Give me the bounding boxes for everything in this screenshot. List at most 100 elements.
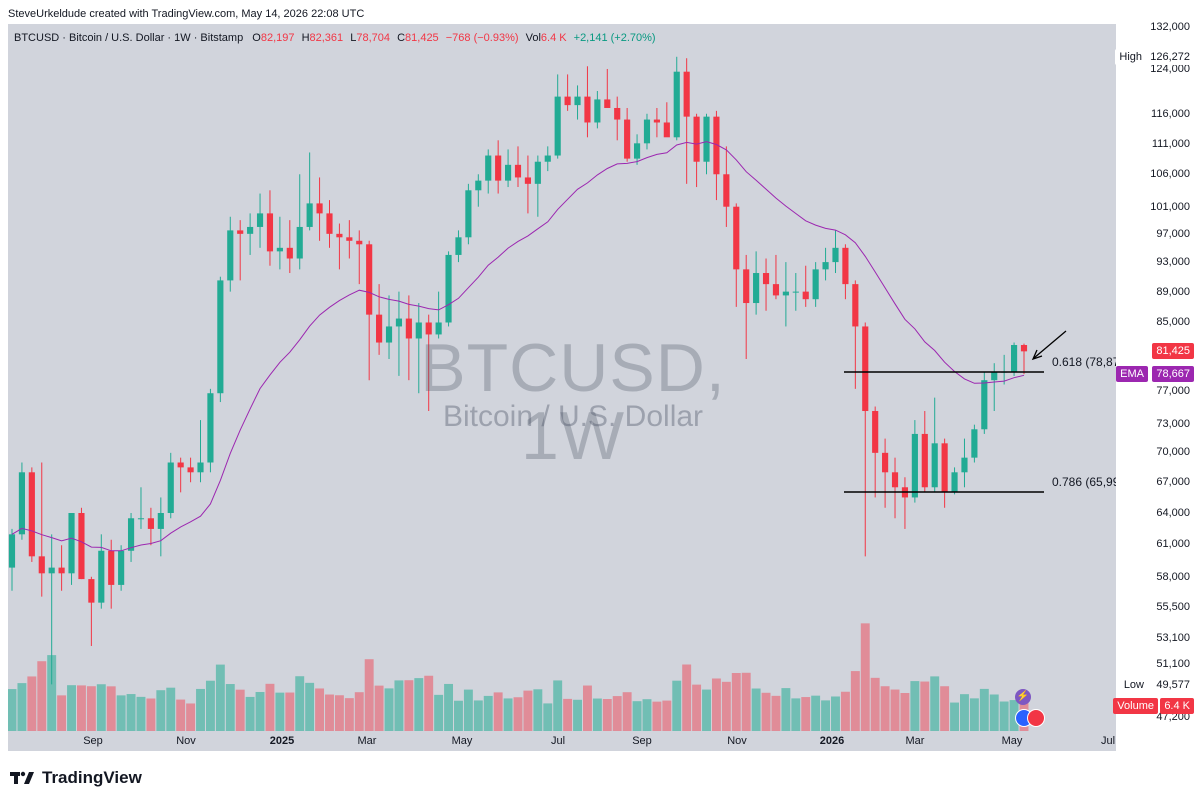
- tradingview-logo: TradingView: [10, 768, 142, 788]
- volume-bar: [225, 684, 235, 731]
- volume-bar: [186, 703, 196, 731]
- price-tick: 47,200: [1156, 711, 1190, 723]
- volume-bar: [136, 696, 146, 731]
- volume-bar: [483, 695, 493, 731]
- close-value: 81,425: [405, 32, 439, 44]
- volume-bar: [721, 681, 731, 731]
- price-tick: 106,000: [1150, 168, 1190, 180]
- candle-body: [703, 116, 710, 162]
- time-tick: 2026: [819, 735, 845, 747]
- volume-bar: [969, 698, 979, 731]
- candle-body: [276, 247, 283, 252]
- volume-bar: [334, 695, 344, 731]
- candle-body: [425, 322, 432, 335]
- time-tick: May: [451, 735, 473, 747]
- time-tick: Nov: [176, 735, 196, 747]
- close-label: C: [397, 32, 406, 44]
- candle-body: [8, 534, 16, 568]
- candle-body: [306, 203, 313, 227]
- candle-body: [633, 143, 641, 159]
- time-tick: Mar: [905, 735, 925, 747]
- volume-bar: [473, 700, 483, 731]
- price-axis[interactable]: 132,000 124,000 116,000 111,000 106,000 101,0…: [1113, 21, 1200, 751]
- volume-bar: [96, 684, 106, 731]
- candle-body: [405, 318, 412, 339]
- volume-bar: [285, 692, 295, 731]
- volume-bar: [771, 695, 781, 731]
- candle-body: [207, 393, 214, 463]
- candle-body: [951, 472, 958, 493]
- volume-bar: [245, 696, 255, 731]
- volume-bar: [840, 691, 850, 731]
- volume-bar: [731, 673, 741, 731]
- low-value: 78,704: [356, 32, 391, 44]
- candle-body: [753, 273, 760, 304]
- candle-body: [882, 452, 889, 473]
- watermark-name: Bitcoin / U.S. Dollar: [442, 400, 704, 433]
- low-value-pill: 49,577: [1152, 677, 1194, 693]
- volume-bar: [1009, 700, 1019, 731]
- candle-body: [941, 443, 948, 493]
- candle-body: [683, 71, 690, 117]
- volume-bar: [156, 690, 166, 731]
- candle-body: [366, 244, 373, 315]
- candle-body: [614, 107, 621, 120]
- volume-bar: [364, 659, 374, 731]
- volume-bar: [751, 688, 761, 731]
- volume-bar: [384, 688, 394, 731]
- candle-body: [624, 119, 631, 159]
- volume-bar: [8, 689, 17, 731]
- volume-bar: [642, 699, 652, 731]
- candle-body: [782, 291, 789, 296]
- volume-bar: [890, 689, 900, 731]
- last-price-pill: 81,425: [1152, 343, 1194, 359]
- volume-bar: [275, 692, 285, 731]
- tradingview-icon: [10, 771, 34, 784]
- symbol-info: BTCUSD · Bitcoin / U.S. Dollar · 1W · Bi…: [14, 32, 244, 44]
- candle-body: [395, 318, 403, 327]
- volume-bar: [116, 695, 126, 731]
- open-label: O: [252, 32, 261, 44]
- volume-bar: [374, 685, 384, 731]
- volume-bar: [295, 676, 305, 731]
- lightning-icon[interactable]: ⚡: [1015, 689, 1031, 705]
- candle-body: [455, 237, 462, 255]
- volume-label-tag: Volume: [1113, 698, 1158, 714]
- time-tick: Sep: [632, 735, 652, 747]
- volume-bar: [662, 700, 672, 731]
- volume-bar: [900, 693, 910, 731]
- volume-bar: [17, 683, 27, 731]
- chart-canvas[interactable]: [8, 24, 1116, 751]
- volume-bar: [444, 683, 454, 731]
- candle-body: [743, 269, 750, 304]
- volume-bar: [67, 685, 76, 731]
- candle-body: [376, 314, 383, 343]
- candle-body: [971, 429, 978, 458]
- flag-icon-2[interactable]: [1027, 709, 1045, 727]
- high-label-tag: High: [1115, 49, 1146, 65]
- candle-body: [98, 550, 105, 603]
- volume-bar: [434, 694, 444, 731]
- candle-body: [336, 233, 343, 238]
- candle-body: [931, 443, 938, 488]
- volume-bar: [999, 701, 1009, 731]
- volume-bar: [781, 688, 791, 731]
- candle-body: [812, 269, 819, 300]
- volume-bar: [880, 686, 890, 731]
- time-axis[interactable]: Sep Nov 2025 Mar May Jul Sep Nov 2026 Mar May Jul: [8, 731, 1116, 751]
- chart-pane[interactable]: BTCUSD · Bitcoin / U.S. Dollar · 1W · Bi…: [8, 24, 1116, 751]
- price-tick: 111,000: [1151, 138, 1190, 150]
- change-value: −768 (−0.93%): [445, 32, 519, 44]
- candle-body: [266, 213, 274, 252]
- candle-body: [1020, 345, 1028, 352]
- candle-body: [346, 237, 353, 241]
- candle-body: [584, 96, 591, 123]
- volume-bar: [176, 699, 186, 731]
- candle-body: [28, 472, 35, 557]
- volume-bar: [235, 689, 245, 731]
- candle-body: [991, 371, 998, 381]
- price-tick: 101,000: [1150, 201, 1190, 213]
- time-tick: Jul: [1100, 735, 1116, 747]
- volume-bar: [47, 655, 57, 731]
- low-label-tag: Low: [1119, 677, 1148, 693]
